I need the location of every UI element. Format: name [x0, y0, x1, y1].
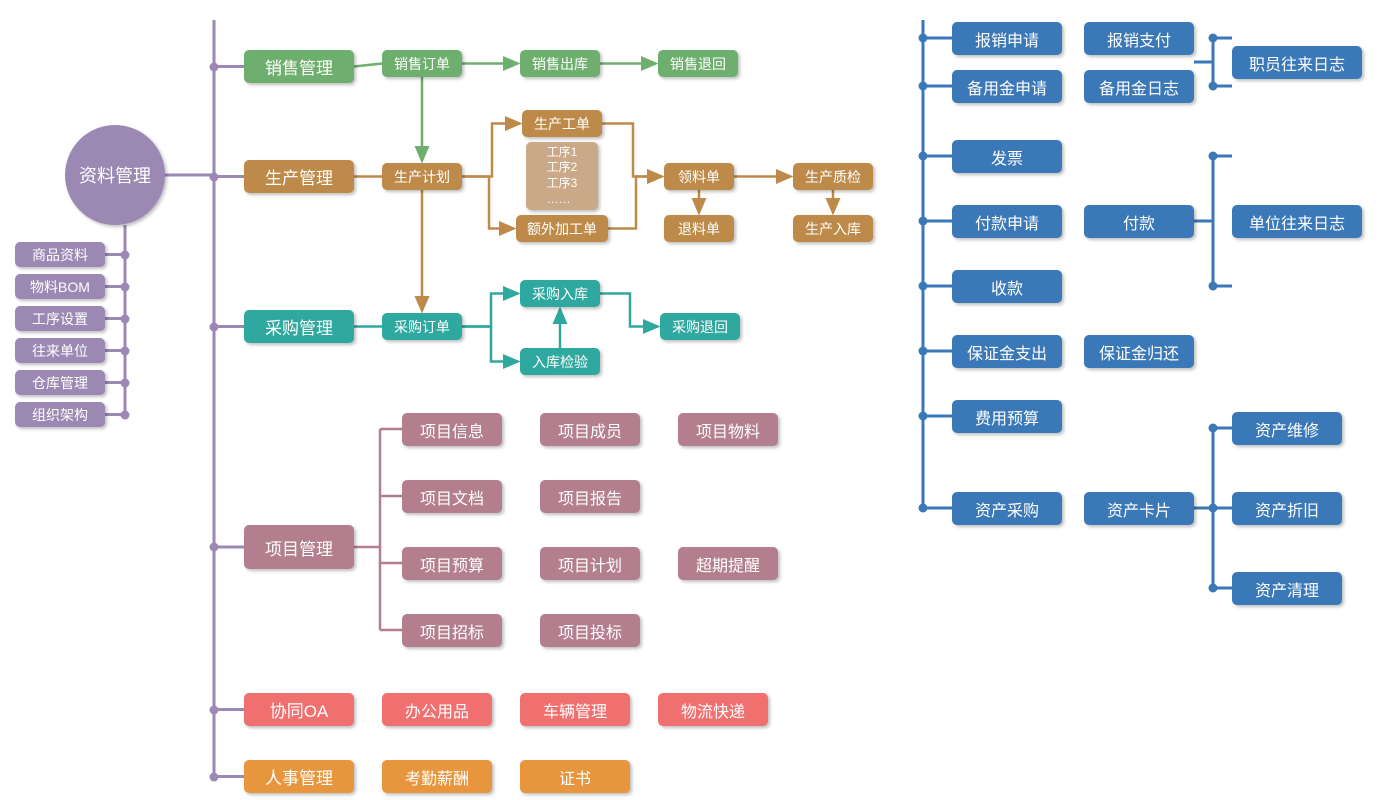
side-item-2: 工序设置: [15, 306, 105, 331]
node-f17: 资产折旧: [1232, 492, 1342, 525]
node-po: 采购订单: [382, 313, 462, 340]
node-oa2: 车辆管理: [520, 693, 630, 726]
node-pj10: 项目投标: [540, 614, 640, 647]
node-sod: 销售出库: [520, 50, 600, 77]
connector-dot: [1209, 504, 1218, 513]
node-pj6: 项目预算: [402, 547, 502, 580]
node-oa3: 物流快递: [658, 693, 768, 726]
node-f13: 费用预算: [952, 400, 1062, 433]
node-pj4: 项目文档: [402, 480, 502, 513]
side-item-1: 物料BOM: [15, 274, 105, 299]
connector-dot: [210, 62, 219, 71]
node-pret: 退料单: [664, 215, 734, 242]
node-f7: 付款申请: [952, 205, 1062, 238]
node-f11: 保证金支出: [952, 335, 1062, 368]
node-f14: 资产采购: [952, 492, 1062, 525]
node-prt: 采购退回: [660, 313, 740, 340]
side-item-5: 组织架构: [15, 402, 105, 427]
node-pj7: 项目计划: [540, 547, 640, 580]
root-circle: 资料管理: [65, 125, 165, 225]
node-pj3: 项目物料: [678, 413, 778, 446]
main-prod: 生产管理: [244, 160, 354, 193]
node-f5: 职员往来日志: [1232, 46, 1362, 79]
connector-dot: [919, 82, 928, 91]
node-pj8: 超期提醒: [678, 547, 778, 580]
connector-dot: [1209, 82, 1218, 91]
node-hr1: 考勤薪酬: [382, 760, 492, 793]
node-proc: 工序1工序2工序3……: [526, 142, 598, 210]
node-pex: 额外加工单: [516, 215, 608, 242]
connector-dot: [1209, 424, 1218, 433]
node-pp: 生产计划: [382, 163, 462, 190]
connector-dot: [210, 543, 219, 552]
side-item-4: 仓库管理: [15, 370, 105, 395]
side-item-0: 商品资料: [15, 242, 105, 267]
connector-dot: [121, 282, 130, 291]
node-oa1: 办公用品: [382, 693, 492, 726]
connector-dot: [121, 250, 130, 259]
node-pchk: 入库检验: [520, 348, 600, 375]
connector-dot: [919, 412, 928, 421]
node-sor: 销售退回: [658, 50, 738, 77]
node-pwo: 生产工单: [522, 110, 602, 137]
connector-dot: [919, 217, 928, 226]
node-pin2: 采购入库: [520, 280, 600, 307]
node-f9: 单位往来日志: [1232, 205, 1362, 238]
node-f18: 资产清理: [1232, 572, 1342, 605]
node-pj9: 项目招标: [402, 614, 502, 647]
connector-layer: [0, 0, 1378, 800]
node-so: 销售订单: [382, 50, 462, 77]
connector-dot: [919, 504, 928, 513]
connector-dot: [919, 152, 928, 161]
node-f8: 付款: [1084, 205, 1194, 238]
node-f2: 报销支付: [1084, 22, 1194, 55]
main-proj: 项目管理: [244, 525, 354, 569]
node-f3: 备用金申请: [952, 70, 1062, 103]
main-sales: 销售管理: [244, 50, 354, 83]
node-f6: 发票: [952, 140, 1062, 173]
connector-dot: [1209, 584, 1218, 593]
node-f10: 收款: [952, 270, 1062, 303]
node-f15: 资产卡片: [1084, 492, 1194, 525]
connector-dot: [210, 772, 219, 781]
node-pmat: 领料单: [664, 163, 734, 190]
node-hr2: 证书: [520, 760, 630, 793]
main-purch: 采购管理: [244, 310, 354, 343]
connector-dot: [919, 282, 928, 291]
node-pj1: 项目信息: [402, 413, 502, 446]
connector-dot: [121, 410, 130, 419]
node-pj2: 项目成员: [540, 413, 640, 446]
main-oa: 协同OA: [244, 693, 354, 726]
node-f1: 报销申请: [952, 22, 1062, 55]
connector-dot: [121, 314, 130, 323]
connector-dot: [1209, 152, 1218, 161]
connector-dot: [919, 34, 928, 43]
node-pqc: 生产质检: [793, 163, 873, 190]
connector-dot: [919, 347, 928, 356]
connector-dot: [210, 705, 219, 714]
node-f4: 备用金日志: [1084, 70, 1194, 103]
main-hr: 人事管理: [244, 760, 354, 793]
connector-dot: [210, 322, 219, 331]
connector-dot: [210, 172, 219, 181]
node-pin: 生产入库: [793, 215, 873, 242]
connector-dot: [1209, 282, 1218, 291]
side-item-3: 往来单位: [15, 338, 105, 363]
connector-dot: [121, 346, 130, 355]
connector-dot: [1209, 34, 1218, 43]
node-f12: 保证金归还: [1084, 335, 1194, 368]
node-pj5: 项目报告: [540, 480, 640, 513]
connector-dot: [121, 378, 130, 387]
node-f16: 资产维修: [1232, 412, 1342, 445]
